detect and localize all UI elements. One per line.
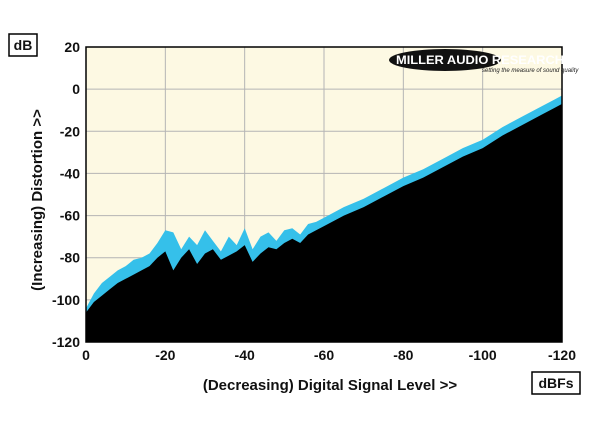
x-unit-box: dBFs — [531, 371, 581, 395]
y-tick-label: -80 — [60, 250, 80, 266]
y-tick-label: -20 — [60, 123, 80, 139]
y-axis-title: (Increasing) Distortion >> — [29, 109, 46, 291]
x-tick-label: -120 — [548, 347, 576, 363]
x-tick-label: -80 — [393, 347, 413, 363]
y-tick-label: -120 — [52, 334, 80, 350]
x-tick-label: -60 — [314, 347, 334, 363]
x-tick-label: -100 — [469, 347, 497, 363]
logo-tagline: setting the measure of sound quality — [482, 68, 579, 74]
x-tick-label: -40 — [235, 347, 255, 363]
plot-frame — [85, 46, 563, 343]
x-tick-label: 0 — [82, 347, 90, 363]
miller-audio-research-logo: MILLER AUDIO RESEARCH setting the measur… — [389, 49, 579, 74]
x-tick-labels: 0 -20 -40 -60 -80 -100 -120 — [82, 347, 576, 363]
y-tick-labels: 20 0 -20 -40 -60 -80 -100 -120 — [52, 39, 80, 350]
y-unit-label: dB — [14, 37, 33, 53]
logo-name: MILLER AUDIO RESEARCH — [396, 53, 564, 67]
y-tick-label: -100 — [52, 292, 80, 308]
x-axis-title: (Decreasing) Digital Signal Level >> — [203, 377, 457, 394]
y-tick-label: -40 — [60, 165, 80, 181]
y-unit-box: dB — [8, 33, 38, 57]
x-tick-label: -20 — [155, 347, 175, 363]
x-unit-label: dBFs — [539, 375, 574, 391]
y-tick-label: 0 — [72, 81, 80, 97]
y-tick-label: 20 — [64, 39, 80, 55]
lower-distortion-fill — [86, 103, 562, 343]
y-tick-label: -60 — [60, 208, 80, 224]
